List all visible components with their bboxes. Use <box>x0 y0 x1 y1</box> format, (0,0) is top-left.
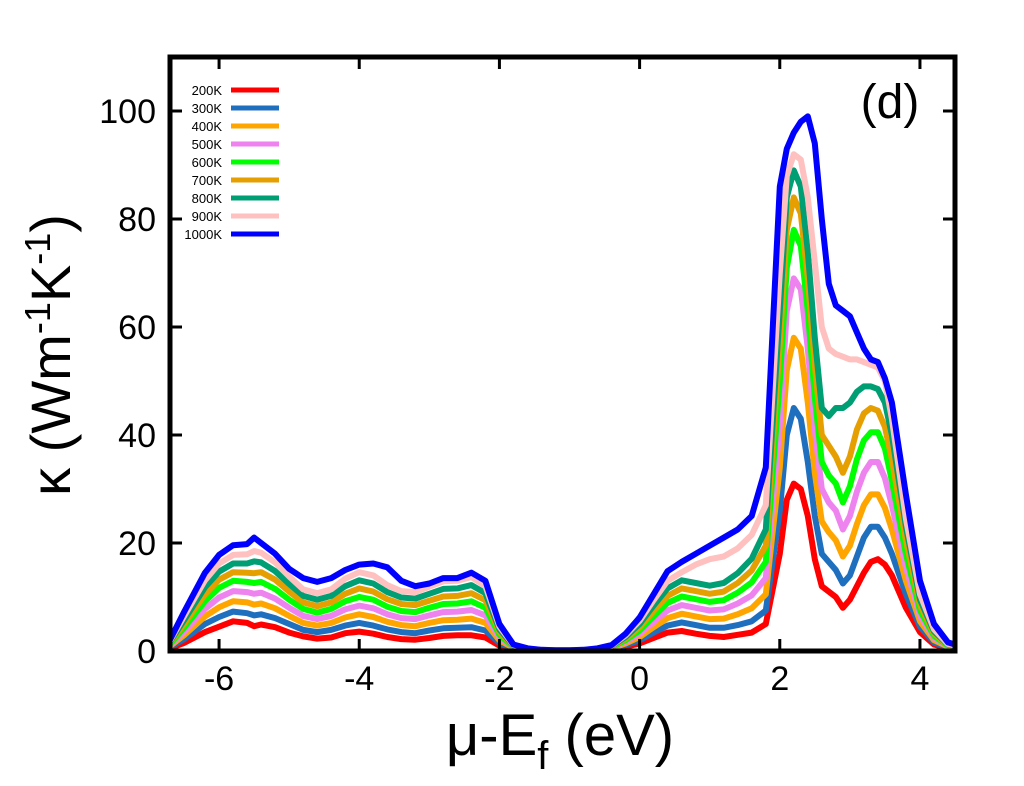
series-line-1000K <box>170 113 955 651</box>
x-tick-label: -4 <box>344 660 374 698</box>
panel-label: (d) <box>861 76 920 129</box>
legend-label-500K: 500K <box>192 137 223 152</box>
x-tick-label: -2 <box>484 660 514 698</box>
x-tick-label: 4 <box>910 660 929 698</box>
y-axis-title-open: (Wm <box>19 334 82 468</box>
y-axis-title: κ (Wm-1K-1) <box>17 214 82 496</box>
y-tick-label: 20 <box>118 525 156 563</box>
legend-label-600K: 600K <box>192 155 223 170</box>
legend-label-1000K: 1000K <box>184 227 222 242</box>
x-axis-title-main: μ-E <box>446 703 537 768</box>
y-axis-title-exp2: -1 <box>17 233 58 265</box>
legend-label-300K: 300K <box>192 101 223 116</box>
x-tick-label: -6 <box>204 660 234 698</box>
y-axis-title-kappa: κ <box>19 467 82 496</box>
legend-label-800K: 800K <box>192 191 223 206</box>
x-axis-title-subscript: f <box>537 734 549 778</box>
y-tick-label: 100 <box>99 93 156 131</box>
y-tick-label: 0 <box>137 633 156 671</box>
x-axis-title: μ-Ef (eV) <box>446 703 674 778</box>
legend-label-900K: 900K <box>192 209 223 224</box>
y-axis-title-exp1: -1 <box>17 302 58 334</box>
y-tick-label: 40 <box>118 417 156 455</box>
y-tick-label: 80 <box>118 201 156 239</box>
y-axis-title-close: ) <box>19 214 82 233</box>
plot-frame <box>167 54 958 654</box>
y-axis-title-mid: K <box>19 265 82 302</box>
legend: 200K 300K 400K 500K 600K 700K 800K 900K 1000K <box>184 83 279 242</box>
legend-label-400K: 400K <box>192 119 223 134</box>
x-tick-label: 2 <box>770 660 789 698</box>
legend-label-700K: 700K <box>192 173 223 188</box>
legend-label-200K: 200K <box>192 83 223 98</box>
x-tick-label: 0 <box>630 660 649 698</box>
x-axis-title-unit: (eV) <box>548 703 674 768</box>
y-tick-label: 60 <box>118 309 156 347</box>
series-group <box>170 113 955 651</box>
